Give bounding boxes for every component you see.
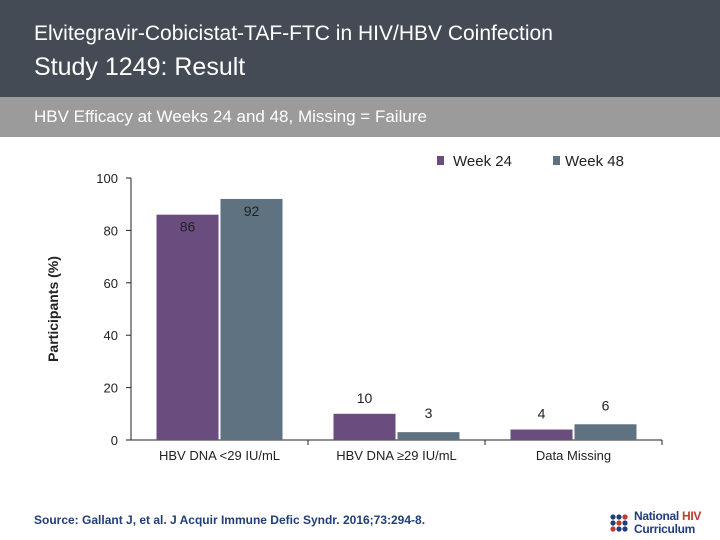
data-label: 3 xyxy=(425,405,433,421)
y-tick-label: 40 xyxy=(104,328,118,343)
slide-title: Elvitegravir-Cobicistat-TAF-FTC in HIV/H… xyxy=(34,22,553,45)
legend-label: Week 24 xyxy=(453,153,512,170)
logo-mark-icon xyxy=(610,514,628,532)
x-tick-label: Data Missing xyxy=(536,448,611,463)
national-hiv-curriculum-logo: National HIV Curriculum xyxy=(608,508,716,538)
y-tick-label: 80 xyxy=(104,223,118,238)
legend-label: Week 48 xyxy=(565,153,624,170)
section-bar xyxy=(0,97,720,137)
y-tick-label: 20 xyxy=(104,381,118,396)
data-label: 10 xyxy=(357,390,373,406)
bar-chart: 0 20 40 60 80 100 Participants (%) 86 92 HBV DNA … xyxy=(45,153,663,463)
data-label: 4 xyxy=(538,406,546,422)
data-label: 6 xyxy=(602,397,610,413)
y-tick-label: 60 xyxy=(104,276,118,291)
legend-swatch xyxy=(437,156,444,165)
y-tick-label: 100 xyxy=(96,171,118,186)
x-tick-label: HBV DNA <29 IU/mL xyxy=(159,448,280,463)
logo-text-line1: National HIV xyxy=(634,509,702,523)
y-axis-label: Participants (%) xyxy=(45,256,61,362)
logo-text-line2: Curriculum xyxy=(634,522,696,536)
x-tick-label: HBV DNA ≥29 IU/mL xyxy=(336,448,457,463)
data-label: 92 xyxy=(244,203,260,219)
bar xyxy=(156,214,219,440)
bar xyxy=(397,432,460,440)
header-bar xyxy=(0,0,720,97)
bar xyxy=(220,198,283,440)
data-label: 86 xyxy=(180,219,196,235)
source-citation: Source: Gallant J, et al. J Acquir Immun… xyxy=(34,513,426,527)
bar xyxy=(510,429,573,440)
y-tick-label: 0 xyxy=(111,433,118,448)
legend-swatch xyxy=(553,156,560,165)
bar xyxy=(574,424,637,440)
section-title: HBV Efficacy at Weeks 24 and 48, Missing… xyxy=(34,107,427,126)
slide-subtitle: Study 1249: Result xyxy=(34,53,246,81)
bar xyxy=(333,413,396,440)
